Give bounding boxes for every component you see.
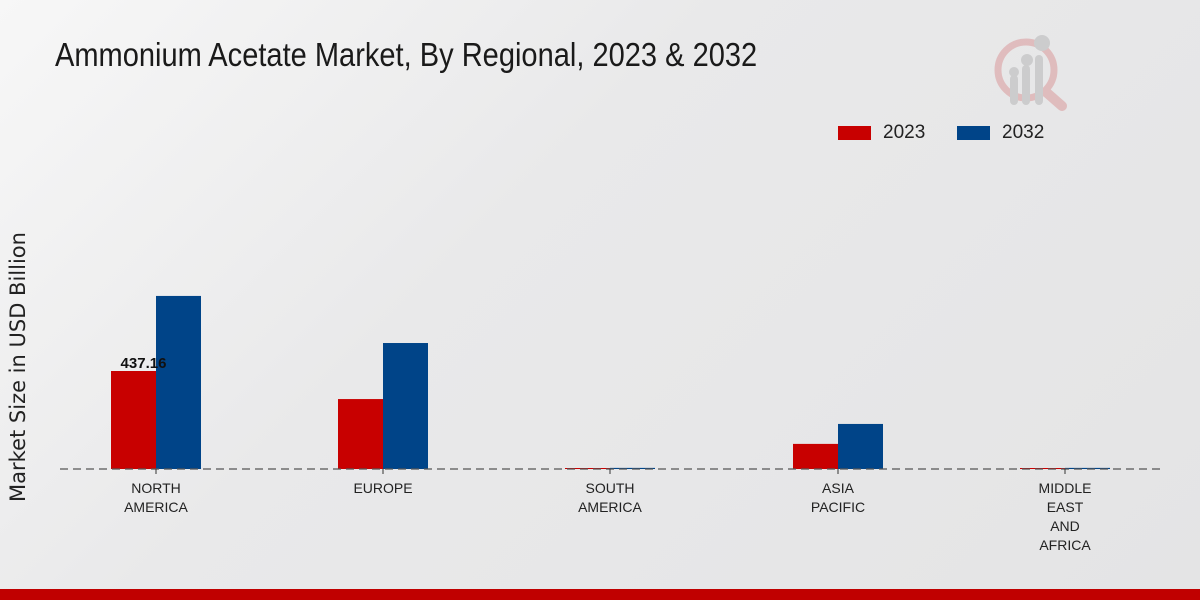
bar-2023-3 bbox=[793, 443, 838, 469]
legend-swatch-2023 bbox=[838, 126, 871, 140]
legend-swatch-2032 bbox=[957, 126, 990, 140]
x-tick-label-3: ASIA PACIFIC bbox=[811, 480, 865, 515]
x-tick-label-1: EUROPE bbox=[353, 480, 412, 496]
x-tick-label-2: SOUTH AMERICA bbox=[578, 480, 642, 515]
watermark-logo-icon bbox=[994, 35, 1067, 111]
bar-2023-1 bbox=[338, 399, 383, 469]
legend-label-2032: 2032 bbox=[1002, 122, 1045, 143]
data-label-0: 437.16 bbox=[121, 355, 167, 372]
legend-item-2023: 2023 bbox=[838, 122, 925, 144]
x-tick-label-0: NORTH AMERICA bbox=[124, 480, 188, 515]
footer-bar bbox=[0, 589, 1200, 600]
legend-label-2023: 2023 bbox=[883, 122, 926, 143]
chart-title: Ammonium Acetate Market, By Regional, 20… bbox=[55, 36, 758, 73]
bar-2032-1 bbox=[383, 343, 428, 469]
bar-2023-0 bbox=[111, 371, 156, 469]
x-tick-label-4: MIDDLE EAST AND AFRICA bbox=[1039, 480, 1092, 553]
bar-2032-3 bbox=[838, 423, 883, 469]
bar-2032-0 bbox=[156, 295, 201, 469]
legend-item-2032: 2032 bbox=[957, 122, 1044, 144]
